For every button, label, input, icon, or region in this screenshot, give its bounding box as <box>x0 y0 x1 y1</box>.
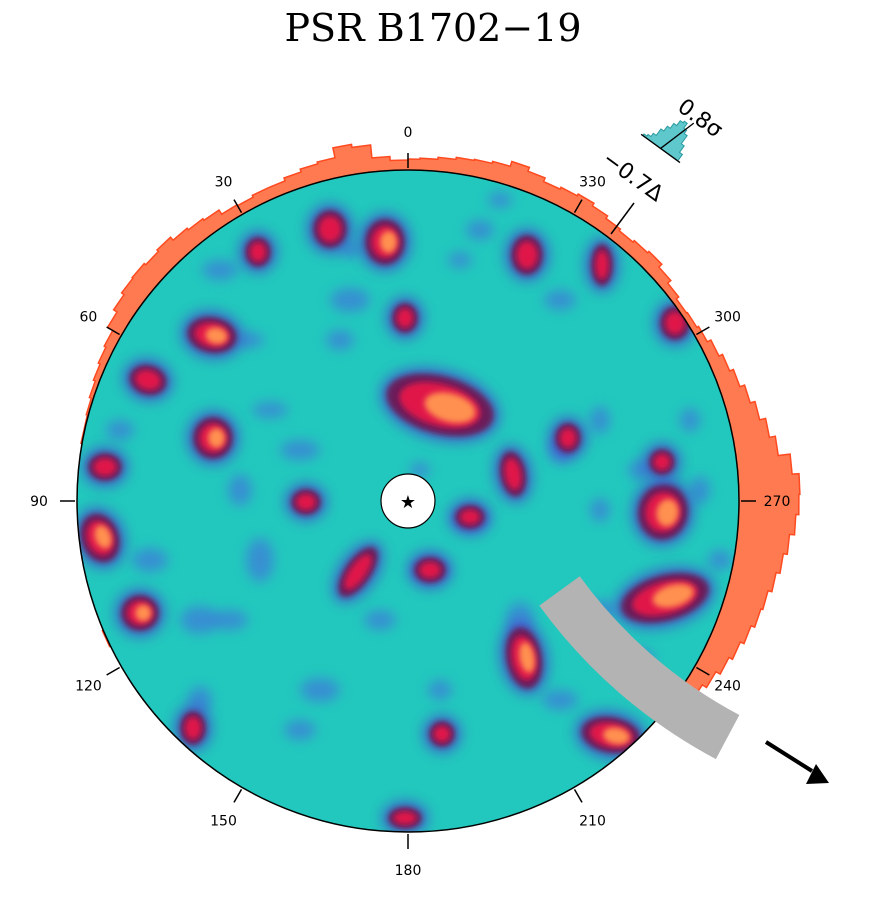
faint-blob <box>544 290 576 310</box>
tick-mark <box>233 789 243 803</box>
tick-label: 30 <box>215 174 233 190</box>
hotspot <box>331 540 385 604</box>
hotspot <box>630 477 696 547</box>
faint-blob <box>212 610 248 630</box>
faint-blob <box>708 550 732 570</box>
faint-blob <box>488 192 512 208</box>
hotspot <box>180 309 244 361</box>
hotspot <box>492 444 534 504</box>
chart-title: PSR B1702−19 <box>284 6 582 50</box>
significance-indicator: −0.7Δ 0.8σ <box>597 94 727 235</box>
hotspot <box>448 498 492 536</box>
faint-blob <box>542 690 578 710</box>
faint-blob <box>428 680 452 700</box>
center-mask <box>380 473 436 529</box>
faint-blob <box>690 476 710 504</box>
tick-mark <box>106 326 120 336</box>
indicator-pointer <box>660 122 695 149</box>
faint-blob <box>132 548 168 572</box>
tick-label: 300 <box>714 310 741 326</box>
tick-mark <box>696 326 710 336</box>
tick-mark <box>573 789 583 803</box>
hotspot <box>498 620 550 696</box>
faint-blob <box>680 408 700 432</box>
tick-label: 90 <box>30 494 48 510</box>
hotspot <box>238 230 278 274</box>
hotspot <box>379 366 501 444</box>
faint-blob <box>284 720 316 740</box>
hotspot <box>642 442 682 482</box>
bright-blobs <box>77 203 716 832</box>
hotspot <box>81 446 129 488</box>
faint-blob <box>590 406 610 434</box>
hotspot <box>186 410 240 466</box>
hotspot <box>614 566 716 630</box>
hotspot <box>548 416 588 460</box>
tick-mark <box>696 666 710 676</box>
faint-blob <box>448 252 472 268</box>
tick-label: 210 <box>579 814 606 830</box>
hotspot <box>584 237 620 293</box>
faint-blob <box>330 288 370 312</box>
faint-blob <box>228 474 252 506</box>
tick-mark <box>573 199 583 213</box>
tick-mark <box>106 666 120 676</box>
hotspot <box>504 228 550 282</box>
hotspot <box>407 550 453 590</box>
hotspot <box>306 203 354 255</box>
tick-label: 180 <box>395 863 422 879</box>
tick-label: 120 <box>75 679 102 695</box>
faint-blob <box>410 462 430 478</box>
motion-arrow <box>539 576 829 784</box>
faint-blob <box>300 678 340 702</box>
arrow-shaft <box>764 740 814 773</box>
hotspot <box>422 714 462 754</box>
tick-label: 0 <box>404 125 413 141</box>
tick-label: 270 <box>764 494 791 510</box>
hotspot <box>122 357 174 403</box>
faint-blob <box>466 220 494 240</box>
faint-blob <box>252 402 288 418</box>
hotspot <box>114 588 166 638</box>
hotspot <box>284 482 328 522</box>
faint-blob <box>180 606 220 634</box>
indicator-line <box>610 202 635 235</box>
arrowhead-icon <box>806 764 829 784</box>
tick-label: 330 <box>579 174 606 190</box>
faint-blob <box>202 260 238 280</box>
faint-blob <box>246 538 274 582</box>
hotspot-layer <box>77 192 732 832</box>
star-icon: ★ <box>400 492 416 513</box>
delta-label: −0.7Δ <box>597 147 667 207</box>
faint-blob <box>280 440 320 460</box>
faint-blob <box>106 420 134 440</box>
tick-label: 240 <box>714 679 741 695</box>
gray-band <box>539 576 740 760</box>
hotspot <box>358 212 412 272</box>
indicator-histogram <box>642 119 688 162</box>
angle-ticks: 0 30 60 90 120 150 180 210 240 270 300 330 <box>30 125 790 879</box>
faint-blob <box>590 498 610 522</box>
disk-outline <box>76 169 740 833</box>
tick-mark <box>233 199 243 213</box>
tick-label: 150 <box>210 814 237 830</box>
hotspot <box>173 704 213 752</box>
hotspot <box>381 800 429 832</box>
faint-blob <box>326 330 354 350</box>
tick-label: 60 <box>80 310 98 326</box>
hotspot <box>77 506 127 570</box>
hotspot <box>385 296 425 340</box>
faint-blob <box>364 610 396 630</box>
